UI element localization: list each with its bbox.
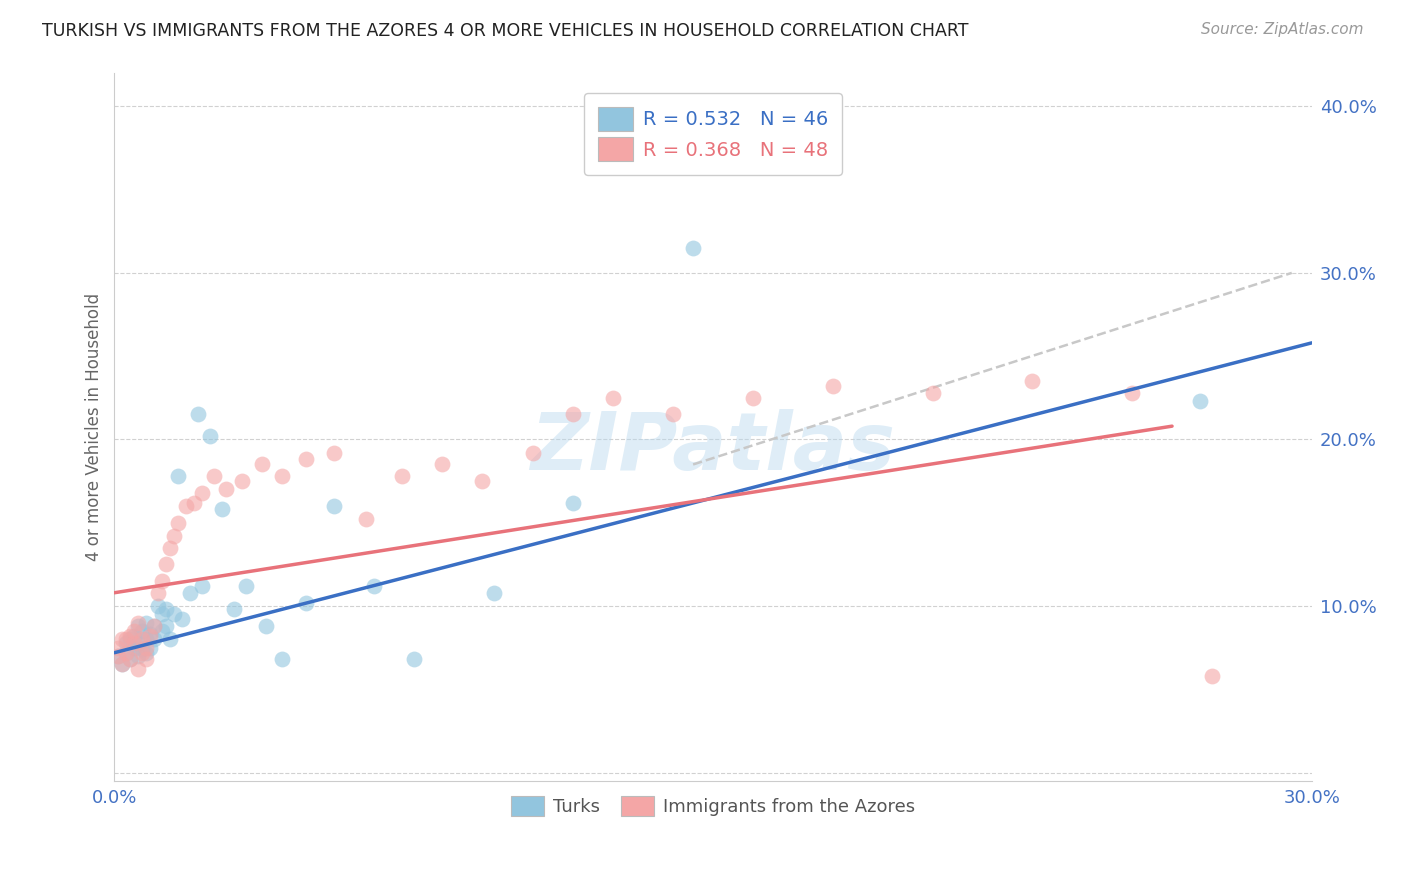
Point <box>124 640 146 655</box>
Point <box>1188 394 1211 409</box>
Point <box>167 516 190 530</box>
Point <box>167 469 190 483</box>
Point <box>271 469 294 483</box>
Point <box>143 632 166 647</box>
Point <box>127 648 149 663</box>
Point <box>163 529 186 543</box>
Point <box>187 408 209 422</box>
Point <box>131 642 153 657</box>
Point <box>921 385 943 400</box>
Point <box>155 619 177 633</box>
Point <box>107 648 129 663</box>
Point <box>322 499 344 513</box>
Point <box>522 446 544 460</box>
Point <box>127 619 149 633</box>
Point <box>155 558 177 572</box>
Point <box>139 627 162 641</box>
Point <box>211 502 233 516</box>
Point <box>602 391 624 405</box>
Point <box>131 646 153 660</box>
Point <box>295 452 318 467</box>
Point <box>148 599 170 613</box>
Point <box>163 607 186 622</box>
Point <box>131 632 153 647</box>
Point <box>124 624 146 638</box>
Point <box>562 496 585 510</box>
Point <box>183 496 205 510</box>
Point <box>120 632 142 647</box>
Point <box>682 241 704 255</box>
Point <box>159 541 181 555</box>
Point <box>115 646 138 660</box>
Text: ZIPatlas: ZIPatlas <box>530 409 896 487</box>
Point <box>120 629 142 643</box>
Point <box>198 429 221 443</box>
Point <box>150 574 173 588</box>
Text: TURKISH VS IMMIGRANTS FROM THE AZORES 4 OR MORE VEHICLES IN HOUSEHOLD CORRELATIO: TURKISH VS IMMIGRANTS FROM THE AZORES 4 … <box>42 22 969 40</box>
Point <box>135 615 157 630</box>
Point <box>150 624 173 638</box>
Point <box>363 579 385 593</box>
Point <box>402 652 425 666</box>
Point <box>111 657 134 672</box>
Point <box>354 512 377 526</box>
Point <box>231 474 253 488</box>
Point <box>159 632 181 647</box>
Point <box>143 619 166 633</box>
Point <box>127 615 149 630</box>
Point <box>224 602 246 616</box>
Point <box>115 636 138 650</box>
Point <box>821 379 844 393</box>
Point <box>115 646 138 660</box>
Point <box>191 579 214 593</box>
Point <box>562 408 585 422</box>
Point <box>135 646 157 660</box>
Point <box>191 485 214 500</box>
Point <box>430 458 453 472</box>
Point <box>148 586 170 600</box>
Point <box>139 640 162 655</box>
Point <box>1021 374 1043 388</box>
Point <box>127 636 149 650</box>
Point <box>143 619 166 633</box>
Point <box>1201 669 1223 683</box>
Point <box>215 483 238 497</box>
Point <box>135 640 157 655</box>
Text: Source: ZipAtlas.com: Source: ZipAtlas.com <box>1201 22 1364 37</box>
Point <box>120 652 142 666</box>
Point <box>1121 385 1143 400</box>
Point <box>124 629 146 643</box>
Point <box>115 632 138 647</box>
Point <box>124 636 146 650</box>
Point <box>107 640 129 655</box>
Point <box>139 629 162 643</box>
Point <box>391 469 413 483</box>
Point <box>120 652 142 666</box>
Point <box>111 632 134 647</box>
Point <box>482 586 505 600</box>
Point <box>662 408 685 422</box>
Point <box>127 662 149 676</box>
Point <box>131 624 153 638</box>
Point <box>135 652 157 666</box>
Point <box>179 586 201 600</box>
Point <box>742 391 765 405</box>
Point <box>471 474 494 488</box>
Point <box>111 657 134 672</box>
Point <box>322 446 344 460</box>
Legend: Turks, Immigrants from the Azores: Turks, Immigrants from the Azores <box>502 787 924 825</box>
Point <box>254 619 277 633</box>
Point <box>155 602 177 616</box>
Point <box>172 612 194 626</box>
Point <box>150 607 173 622</box>
Y-axis label: 4 or more Vehicles in Household: 4 or more Vehicles in Household <box>86 293 103 561</box>
Point <box>235 579 257 593</box>
Point <box>202 469 225 483</box>
Point <box>174 499 197 513</box>
Point <box>271 652 294 666</box>
Point <box>107 648 129 663</box>
Point <box>295 596 318 610</box>
Point <box>250 458 273 472</box>
Point <box>135 632 157 647</box>
